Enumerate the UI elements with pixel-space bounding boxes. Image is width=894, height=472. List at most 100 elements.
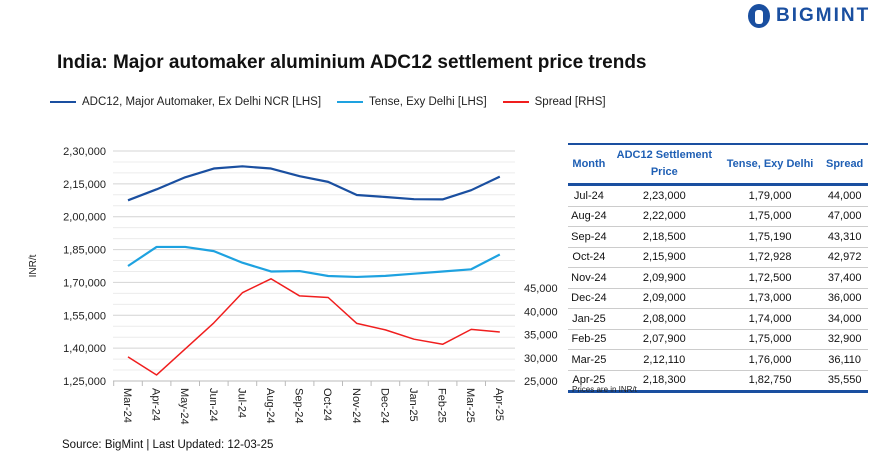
table-row: Jul-24 2,23,000 1,79,000 44,000 <box>568 184 868 207</box>
table-cell: 36,110 <box>821 349 868 371</box>
table-row: Nov-24 2,09,900 1,72,500 37,400 <box>568 267 868 289</box>
legend-label: ADC12, Major Automaker, Ex Delhi NCR [LH… <box>82 96 322 108</box>
table-cell: Feb-25 <box>568 329 610 350</box>
table-cell: 42,972 <box>821 247 868 268</box>
x-tick-label: May-24 <box>178 388 190 425</box>
table-cell: 37,400 <box>821 267 868 289</box>
right-tick-label: 30,000 <box>524 353 558 365</box>
table-row: Dec-24 2,09,000 1,73,000 36,000 <box>568 288 868 309</box>
table-row: Oct-24 2,15,900 1,72,928 42,972 <box>568 247 868 268</box>
x-tick-label: Apr-24 <box>150 388 162 421</box>
table-cell: 43,310 <box>821 226 868 248</box>
column-header: Month <box>568 143 610 186</box>
table-row: Apr-25 2,18,300 1,82,750 35,550 <box>568 370 868 393</box>
table-row: Aug-24 2,22,000 1,75,000 47,000 <box>568 206 868 227</box>
table-cell: 1,74,000 <box>718 308 822 330</box>
table-cell: 1,75,000 <box>718 329 822 350</box>
table-cell: 2,07,900 <box>609 329 719 350</box>
legend-item-tense: Tense, Exy Delhi [LHS] <box>337 96 487 108</box>
table-cell: 1,72,928 <box>718 247 822 268</box>
right-tick-label: 35,000 <box>524 330 558 342</box>
table-cell: Aug-24 <box>568 206 610 227</box>
series-line-2 <box>127 278 500 376</box>
table-cell: 32,900 <box>821 329 868 350</box>
logo-text: BIGMINT <box>776 5 871 26</box>
x-tick-label: Sep-24 <box>293 388 305 423</box>
x-tick-label: Jul-24 <box>235 388 247 418</box>
left-tick-label: 1,85,000 <box>63 245 106 257</box>
table-body: Jul-24 2,23,000 1,79,000 44,000 Aug-24 2,22,0… <box>568 184 868 393</box>
table-cell: 2,15,900 <box>609 247 719 268</box>
table-cell: 2,18,300 <box>609 370 719 393</box>
y-axis-label: INR/t <box>28 254 39 277</box>
table-cell: Apr-25 <box>568 370 610 393</box>
table-cell: 47,000 <box>821 206 868 227</box>
left-tick-label: 2,30,000 <box>63 146 106 158</box>
column-header: ADC12 Settlement Price <box>609 143 719 186</box>
bigmint-logo: BIGMINT <box>748 4 870 28</box>
table-cell: Dec-24 <box>568 288 610 309</box>
table-row: Sep-24 2,18,500 1,75,190 43,310 <box>568 226 868 248</box>
table-cell: Oct-24 <box>568 247 610 268</box>
price-table: Month ADC12 Settlement Price Tense, Exy De… <box>568 143 868 393</box>
x-tick-label: Mar-24 <box>121 388 133 423</box>
x-tick-label: Oct-24 <box>321 388 333 421</box>
table-note: Prices are in INR/t <box>572 385 637 394</box>
legend-label: Tense, Exy Delhi [LHS] <box>369 96 487 108</box>
table-cell: 1,72,500 <box>718 267 822 289</box>
table-cell: Mar-25 <box>568 349 610 371</box>
legend-item-adc12: ADC12, Major Automaker, Ex Delhi NCR [LH… <box>50 96 321 108</box>
x-tick-label: Apr-25 <box>493 388 505 421</box>
left-tick-label: 1,25,000 <box>63 376 106 388</box>
left-tick-label: 1,70,000 <box>63 277 106 289</box>
series-line-0 <box>127 165 501 202</box>
table-header: Month ADC12 Settlement Price Tense, Exy De… <box>568 143 868 186</box>
column-header: Spread <box>821 143 868 186</box>
right-tick-label: 45,000 <box>524 283 558 295</box>
left-tick-label: 1,55,000 <box>63 310 106 322</box>
left-tick-label: 2,00,000 <box>63 212 106 224</box>
legend-item-spread: Spread [RHS] <box>502 96 606 108</box>
table-cell: 2,12,110 <box>609 349 719 371</box>
table-row: Mar-25 2,12,110 1,76,000 36,110 <box>568 349 868 371</box>
x-tick-label: Dec-24 <box>378 388 390 423</box>
x-tick-label: Aug-24 <box>264 388 276 423</box>
table-cell: 2,23,000 <box>609 184 719 207</box>
table-cell: 2,22,000 <box>609 206 719 227</box>
table-cell: 1,79,000 <box>718 184 822 207</box>
table-cell: 2,08,000 <box>609 308 719 330</box>
left-tick-label: 1,40,000 <box>63 343 106 355</box>
table-cell: Jul-24 <box>568 184 610 207</box>
x-tick-label: Jan-25 <box>407 388 419 422</box>
x-tick-label: Jun-24 <box>207 388 219 422</box>
x-tick-label: Feb-25 <box>436 388 448 423</box>
left-tick-label: 2,15,000 <box>63 179 106 191</box>
table-cell: 2,09,900 <box>609 267 719 289</box>
right-tick-label: 40,000 <box>524 306 558 318</box>
source-note: Source: BigMint | Last Updated: 12-03-25 <box>62 439 274 451</box>
table-cell: 2,09,000 <box>609 288 719 309</box>
table-cell: 1,75,000 <box>718 206 822 227</box>
legend-label: Spread [RHS] <box>534 96 606 108</box>
x-tick-label: Mar-25 <box>464 388 476 423</box>
bigmint-logo-icon <box>748 4 770 28</box>
table-cell: 36,000 <box>821 288 868 309</box>
table-cell: 35,550 <box>821 370 868 393</box>
table-cell: 1,73,000 <box>718 288 822 309</box>
x-tick-label: Nov-24 <box>350 388 362 423</box>
table-cell: 2,18,500 <box>609 226 719 248</box>
chart-title: India: Major automaker aluminium ADC12 s… <box>57 52 647 73</box>
table-cell: 1,76,000 <box>718 349 822 371</box>
table-row: Feb-25 2,07,900 1,75,000 32,900 <box>568 329 868 350</box>
table-cell: Nov-24 <box>568 267 610 289</box>
table-cell: 44,000 <box>821 184 868 207</box>
table-cell: Sep-24 <box>568 226 610 248</box>
legend: ADC12, Major Automaker, Ex Delhi NCR [LH… <box>50 96 606 108</box>
table-cell: Jan-25 <box>568 308 610 330</box>
series-line-1 <box>127 245 501 279</box>
table-row: Jan-25 2,08,000 1,74,000 34,000 <box>568 308 868 330</box>
table-cell: 34,000 <box>821 308 868 330</box>
column-header: Tense, Exy Delhi <box>718 143 822 186</box>
